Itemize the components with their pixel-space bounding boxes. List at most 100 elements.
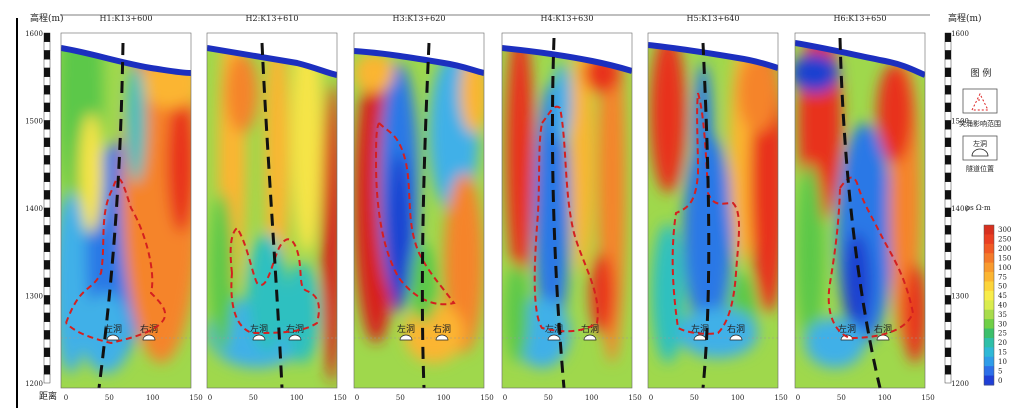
fault-line — [420, 42, 431, 389]
colorbar-swatch — [984, 225, 994, 235]
inrush-zone-outline — [65, 177, 167, 345]
surface-layer — [207, 45, 337, 78]
ruler-segment — [944, 59, 952, 69]
resistivity-blob — [693, 63, 713, 223]
ruler-segment — [944, 321, 952, 331]
ruler-segment — [944, 155, 952, 165]
tunnel-arch-icon — [106, 334, 120, 341]
ruler-segment — [43, 295, 51, 305]
ruler-segment — [43, 59, 51, 69]
tunnel-arch-icon — [729, 334, 743, 341]
xtick-label: 100 — [146, 394, 159, 402]
ruler-segment — [43, 374, 51, 384]
colorbar-tick-label: 75 — [998, 273, 1007, 281]
ruler-segment — [43, 242, 51, 252]
panel-frame — [60, 32, 192, 389]
ruler-segment — [43, 330, 51, 340]
ruler-segment — [944, 374, 952, 384]
panel-title: H6:K13+650 — [834, 14, 887, 23]
resistivity-blob — [738, 53, 778, 133]
panel-title: H3:K13+620 — [393, 14, 446, 23]
ruler-segment — [43, 32, 51, 42]
inrush-zone-outline — [533, 105, 599, 333]
color-blobs — [505, 33, 626, 368]
panel-frame — [353, 32, 485, 389]
resistivity-field — [502, 33, 632, 388]
xtick-label: 50 — [544, 394, 553, 402]
colorbar-swatch — [984, 234, 994, 245]
tunnel-arch-icon — [435, 334, 449, 341]
ruler-segment — [43, 111, 51, 121]
tunnel-label: 右洞 — [874, 323, 892, 335]
left-elevation-axis: 高程(m) 1600 1500 1400 1300 1200 — [25, 12, 63, 388]
resistivity-blob — [167, 93, 191, 233]
ruler-segment — [944, 50, 952, 60]
section-panel: H3:K13+620 左洞 右洞 0 50 100 150 — [353, 14, 494, 402]
colorbar-tick-label: 45 — [998, 292, 1007, 300]
resistivity-blob — [322, 83, 337, 383]
tunnel-arch-icon — [583, 334, 597, 341]
tunnel-label: 右洞 — [286, 323, 304, 335]
panel-title: H2:K13+610 — [246, 14, 299, 23]
ruler-segment — [43, 286, 51, 296]
ruler-segment — [43, 50, 51, 60]
ruler-segment — [43, 190, 51, 200]
ruler-segment — [944, 181, 952, 191]
colorbar-tick-label: 30 — [998, 320, 1007, 328]
tunnel-arch-icon — [142, 334, 156, 341]
legend-symbol-box-1 — [962, 88, 998, 114]
colorbar-swatch — [984, 309, 994, 320]
tunnel-label: 左洞 — [397, 323, 415, 335]
ruler-segment — [43, 321, 51, 331]
inrush-zone-outline — [229, 226, 320, 335]
inrush-zone-outline — [374, 122, 456, 306]
ruler-segment — [944, 260, 952, 270]
colorbar-swatch — [984, 319, 994, 330]
ruler-segment — [43, 120, 51, 130]
left-ytick-label: 1200 — [25, 380, 43, 388]
resistivity-blob — [354, 53, 394, 93]
colorbar-swatch — [984, 253, 994, 264]
xtick-label: 0 — [796, 394, 800, 402]
ruler-segment — [944, 339, 952, 349]
legend-tunnel-inner-label: 左洞 — [973, 139, 987, 148]
colorbar-tick-label: 40 — [998, 302, 1007, 310]
fault-line — [838, 37, 882, 389]
resistivity-blob — [226, 53, 258, 133]
fault-line — [701, 42, 711, 389]
tunnel-arch-icon — [252, 334, 266, 341]
colorbar-swatch — [984, 281, 994, 292]
colorbar-tick-label: 250 — [998, 236, 1011, 244]
ruler-segment — [944, 137, 952, 147]
red-dashed-polygon-icon — [971, 92, 989, 111]
ruler-segment — [944, 216, 952, 226]
ruler-segment — [944, 102, 952, 112]
ruler-segment — [944, 172, 952, 182]
ruler-segment — [43, 85, 51, 95]
resistivity-blob — [843, 233, 871, 333]
ruler-segment — [944, 225, 952, 235]
ruler-segment — [43, 251, 51, 261]
section-panel: H1:K13+600 左洞 右洞 0 50 100 150 — [60, 14, 203, 402]
ruler-segment — [944, 365, 952, 375]
right-ytick-label: 1200 — [951, 380, 969, 388]
ruler-segment — [944, 251, 952, 261]
tunnel-label: 右洞 — [140, 323, 158, 335]
colorbar-tick-label: 150 — [998, 254, 1011, 262]
ruler-segment — [944, 234, 952, 244]
ruler-segment — [944, 330, 952, 340]
colorbar-tick-label: 0 — [998, 377, 1002, 385]
colorbar-swatch — [984, 375, 994, 386]
colorbar-swatch — [984, 300, 994, 311]
ruler-segment — [43, 207, 51, 217]
ruler-segment — [43, 234, 51, 244]
ruler-segment — [43, 146, 51, 156]
right-axis-label: 高程(m) — [948, 12, 982, 24]
resistivity-blob — [805, 318, 865, 368]
panel-frame — [206, 32, 338, 389]
ruler-segment — [43, 76, 51, 86]
x-axis-label: 距离 — [39, 390, 57, 402]
resistivity-blob — [126, 63, 146, 183]
